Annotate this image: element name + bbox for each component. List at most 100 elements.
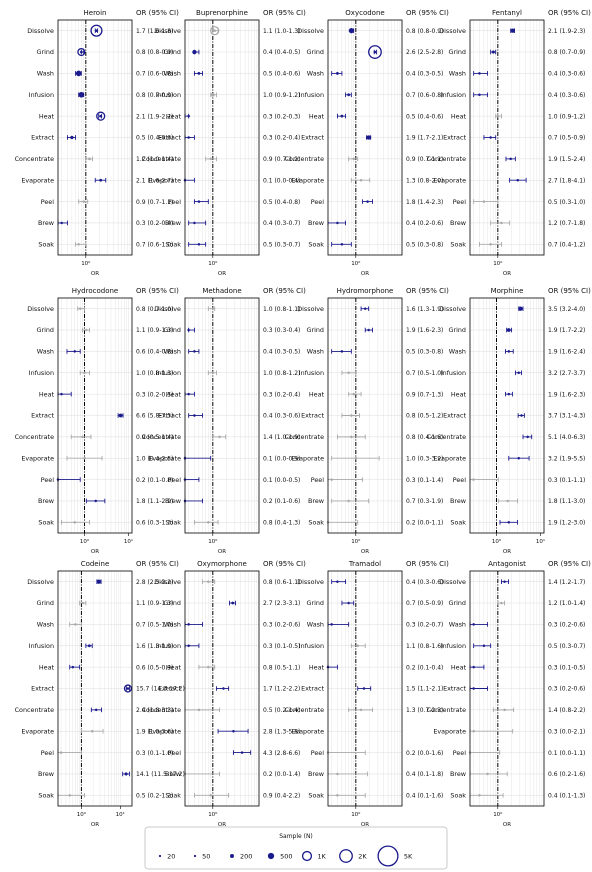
method-label: Peel	[168, 476, 181, 484]
panel-title: Hydromorphone	[337, 287, 394, 295]
or-point	[507, 521, 511, 524]
or-label: 2.6 (2.5-2.8)	[406, 49, 443, 56]
or-point	[367, 328, 370, 332]
or-label: 5.1 (4.0-6.3)	[548, 434, 585, 441]
or-label: 0.8 (0.4-1.3)	[263, 520, 300, 527]
or-point	[218, 435, 221, 439]
legend-label: 2K	[358, 853, 367, 861]
or-point	[330, 623, 333, 626]
method-label: Extract	[31, 134, 54, 142]
or-point	[85, 328, 88, 332]
panel-frame	[327, 19, 403, 256]
panel-title: Oxycodone	[345, 9, 384, 17]
method-label: Grind	[449, 599, 466, 607]
or-point	[197, 71, 201, 75]
panel-antagonist: Dissolve 1.4 (1.2-1.7) Grind 1.2 (1.0-1.4) W…	[427, 560, 591, 828]
method-label: Wash	[307, 70, 324, 78]
or-point	[506, 328, 511, 332]
x-tick-label: 10⁰	[208, 811, 218, 818]
method-label: Brew	[308, 770, 324, 778]
method-label: Dissolve	[154, 305, 181, 313]
method-label: Concentrate	[427, 706, 466, 714]
or-label: 0.4 (0.4-0.5)	[263, 49, 300, 56]
or-point	[187, 328, 190, 332]
method-label: Peel	[41, 198, 54, 206]
method-label: Soak	[38, 519, 54, 527]
or-header: OR (95% CI)	[263, 560, 306, 568]
or-point	[193, 221, 196, 225]
panel-title: Morphine	[491, 287, 524, 295]
or-label: 0.7 (0.5-0.9)	[548, 135, 585, 142]
method-label: Extract	[301, 134, 324, 142]
method-label: Concentrate	[285, 433, 324, 441]
or-point	[81, 435, 84, 439]
or-label: 1.3 (0.7-2.3)	[406, 707, 443, 714]
or-label: 0.9 (0.7-1.1)	[406, 156, 443, 163]
or-label: 0.2 (0.0-1.1)	[406, 520, 443, 527]
or-point	[478, 794, 481, 797]
method-label: Grind	[37, 599, 54, 607]
x-tick-label: 10¹	[116, 811, 125, 818]
legend: Sample (N) 20 50 200 500 1K 2K 5K	[144, 826, 448, 870]
method-label: Peel	[311, 749, 324, 757]
method-label: Brew	[450, 770, 466, 778]
or-label: 2.7 (2.3-3.1)	[263, 600, 300, 607]
or-label: 2.7 (1.8-4.1)	[548, 177, 585, 184]
legend-label: 200	[240, 853, 252, 861]
method-label: Heat	[309, 663, 325, 671]
or-label: 0.4 (0.1-1.6)	[406, 793, 443, 800]
or-point	[60, 221, 63, 225]
method-label: Evaporate	[291, 176, 324, 184]
x-axis-label: OR	[218, 549, 226, 555]
or-label: 1.2 (1.0-1.4)	[136, 156, 173, 163]
or-label: 1.9 (1.6-2.3)	[406, 327, 443, 334]
method-label: Concentrate	[142, 706, 181, 714]
or-point	[507, 392, 511, 396]
or-label: 0.3 (0.1-1.1)	[548, 477, 585, 484]
or-point	[489, 243, 492, 246]
or-label: 0.3 (0.3-0.4)	[263, 327, 300, 334]
or-point	[347, 93, 351, 97]
or-point	[73, 521, 77, 524]
or-label: 1.9 (1.2-3.0)	[548, 520, 585, 527]
or-label: 6.6 (5.8-7.5)	[136, 413, 173, 420]
or-label: 0.5 (0.3-0.7)	[548, 643, 585, 650]
method-label: Dissolve	[439, 305, 466, 313]
or-label: 0.3 (0.2-0.6)	[548, 686, 585, 693]
panel-title: Tramadol	[348, 560, 381, 568]
method-label: Peel	[453, 476, 466, 484]
or-label: 2.4 (1.8-3.3)	[136, 707, 173, 714]
or-point	[123, 684, 132, 693]
or-label: 0.9 (0.5-1.4)	[136, 434, 173, 441]
or-point-center	[99, 114, 102, 118]
or-label: 0.9 (0.7-1.1)	[136, 199, 173, 206]
or-header: OR (95% CI)	[406, 9, 449, 17]
or-label: 1.7 (1.6-1.8)	[136, 28, 173, 35]
method-label: Evaporate	[433, 454, 466, 462]
or-point	[366, 135, 371, 140]
method-label: Wash	[449, 348, 466, 356]
or-point	[354, 456, 358, 460]
method-label: Heat	[451, 663, 467, 671]
method-label: Grind	[449, 326, 466, 334]
or-label: 0.3 (0.2-0.3)	[263, 113, 300, 120]
legend-label: 50	[202, 853, 210, 861]
method-label: Dissolve	[27, 578, 54, 586]
or-label: 0.5 (0.4-0.8)	[263, 199, 300, 206]
or-point	[472, 623, 475, 626]
or-point	[211, 307, 215, 310]
method-label: Brew	[165, 497, 181, 505]
method-label: Grind	[37, 48, 54, 56]
method-label: Wash	[449, 621, 466, 629]
or-label: 0.3 (0.2-0.7)	[406, 622, 443, 629]
or-point	[368, 45, 382, 59]
or-point-center	[213, 29, 217, 32]
or-point	[356, 644, 360, 648]
or-label: 0.6 (0.4-0.8)	[136, 349, 173, 356]
or-label: 1.2 (0.7-1.8)	[548, 220, 585, 227]
method-label: Peel	[41, 476, 54, 484]
or-point	[520, 414, 523, 417]
method-label: Heat	[166, 390, 182, 398]
or-point	[94, 499, 98, 503]
or-point-center	[80, 50, 83, 54]
